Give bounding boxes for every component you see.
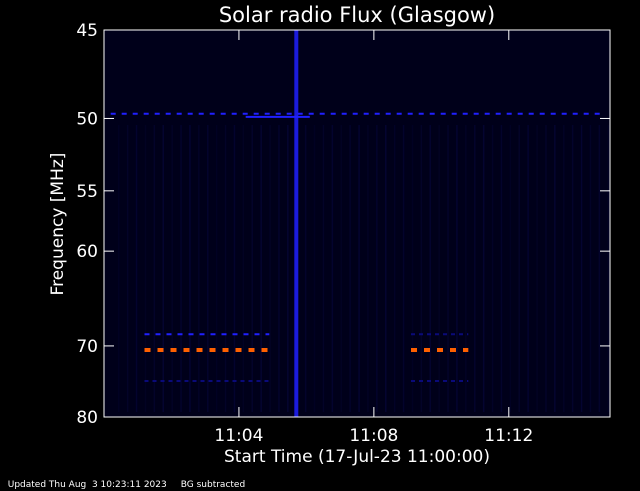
plot-frame (103, 29, 611, 418)
noise-column (607, 125, 609, 412)
noise-column (287, 125, 289, 412)
noise-column (198, 125, 200, 412)
noise-column (580, 125, 583, 412)
noise-column (536, 125, 538, 412)
noise-column (465, 125, 467, 412)
noise-column (135, 125, 138, 412)
spectrogram-chart: 45 50 55 60 70 80 11:04 11:08 11:12 Solar radio… (48, 3, 611, 467)
noise-column (144, 125, 147, 412)
noise-column (598, 125, 601, 412)
noise-column (456, 125, 458, 412)
noise-column (527, 125, 529, 412)
spectral-features (110, 30, 604, 417)
noise-column (393, 125, 396, 412)
x-tick-label: 11:12 (484, 426, 533, 446)
noise-column (420, 125, 423, 412)
noise-column (171, 125, 173, 412)
noise-column (260, 125, 262, 412)
noise-column (589, 125, 592, 412)
noise-column (429, 125, 431, 412)
y-tick-label: 55 (76, 182, 98, 202)
chart-title: Solar radio Flux (Glasgow) (219, 3, 495, 27)
noise-column (251, 125, 253, 412)
noise-column (189, 125, 191, 412)
noise-column (563, 125, 565, 412)
footer: Updated Thu Aug 3 10:23:11 2023 BG subtra… (2, 469, 259, 491)
noise-column (545, 125, 547, 412)
noise-column (349, 125, 351, 412)
noise-column (385, 125, 387, 412)
noise-column (554, 125, 556, 412)
noise-column (322, 125, 325, 412)
noise-column (518, 125, 520, 412)
noise-column (509, 125, 512, 412)
x-axis-title: Start Time (17-Jul-23 11:00:00) (224, 447, 490, 467)
noise-column (500, 125, 503, 412)
noise-column (304, 125, 307, 412)
y-tick-label: 80 (76, 408, 98, 428)
noise-column (224, 125, 227, 412)
noise-column (411, 125, 414, 412)
noise-column (126, 125, 129, 412)
noise-column (207, 125, 209, 412)
noise-column (269, 125, 271, 412)
noise-column (491, 125, 494, 412)
update-timestamp: Updated Thu Aug 3 10:23:11 2023 (7, 480, 167, 490)
noise-column (367, 125, 369, 412)
noise-column (233, 125, 236, 412)
noise-column (402, 125, 405, 412)
noise-column (438, 125, 440, 412)
y-axis-title: Frequency [MHz] (48, 153, 68, 296)
noise-column (571, 125, 574, 412)
noise-column (180, 125, 182, 412)
noise-column (331, 125, 334, 412)
y-tick-label: 60 (76, 242, 98, 262)
y-tick-label: 45 (76, 21, 98, 41)
noise-column (482, 125, 485, 412)
noise-column (376, 125, 378, 412)
noise-column (215, 125, 218, 412)
noise-column (242, 125, 245, 412)
bg-note: BG subtracted (180, 480, 246, 490)
noise-column (474, 125, 476, 412)
y-axis: 45 50 55 60 70 80 (76, 21, 610, 428)
noise-column (340, 125, 342, 412)
y-tick-label: 70 (76, 337, 98, 357)
feature-vertical-burst (294, 30, 299, 417)
noise-column (153, 125, 156, 412)
background-noise (118, 125, 609, 412)
x-tick-label: 11:08 (349, 426, 398, 446)
noise-column (447, 125, 449, 412)
x-tick-label: 11:04 (214, 426, 263, 446)
y-tick-label: 50 (76, 109, 98, 129)
noise-column (162, 125, 164, 412)
noise-column (118, 125, 120, 412)
noise-column (313, 125, 316, 412)
x-axis: 11:04 11:08 11:12 (214, 30, 533, 446)
noise-column (358, 125, 360, 412)
plot-background (104, 30, 610, 417)
noise-column (278, 125, 280, 412)
